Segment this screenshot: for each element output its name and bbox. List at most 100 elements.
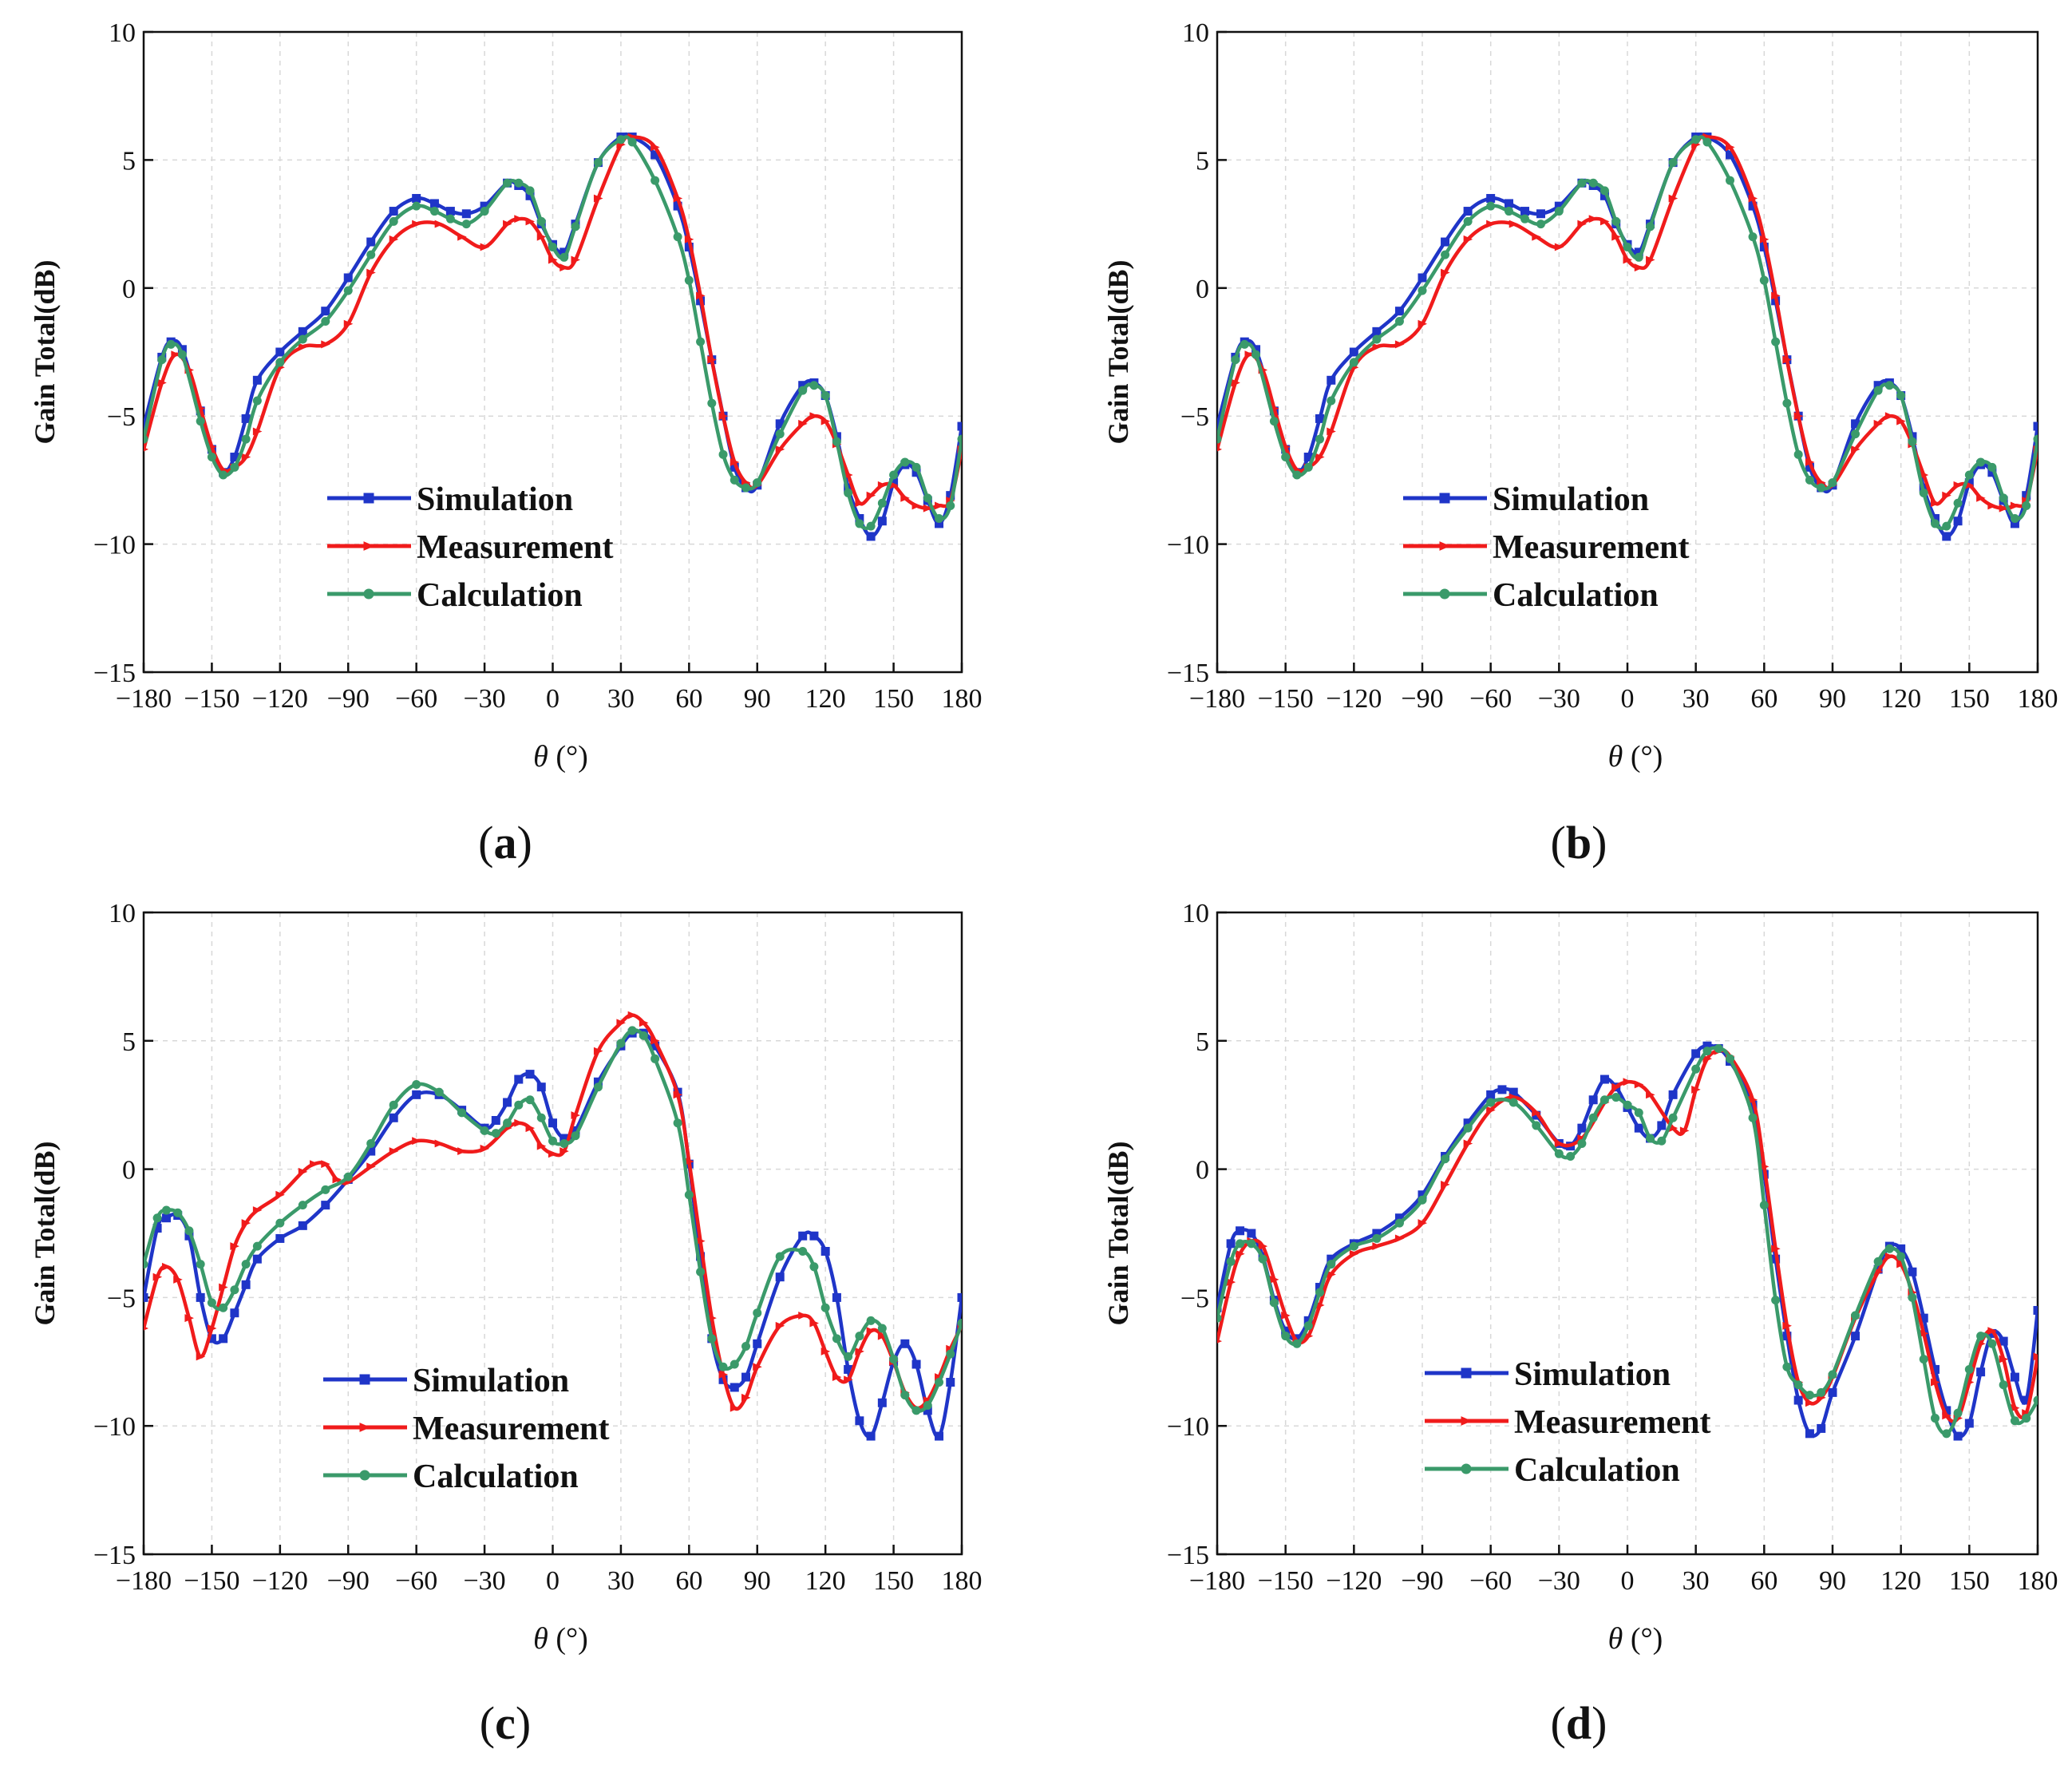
data-point	[1805, 1391, 1814, 1400]
data-point	[935, 1431, 944, 1441]
x-tick-label: −180	[1189, 1566, 1245, 1596]
data-point	[696, 1267, 706, 1276]
data-point	[230, 1242, 239, 1251]
data-point	[536, 1113, 546, 1122]
series-calculation	[1217, 1043, 2038, 1439]
data-point	[514, 1118, 524, 1127]
data-point	[298, 1167, 308, 1176]
data-point	[560, 263, 569, 272]
data-point	[1236, 1239, 1245, 1249]
x-tick-label: 30	[607, 1566, 635, 1596]
data-point	[548, 242, 557, 251]
panel-label-letter: b	[1566, 817, 1592, 869]
data-point	[1668, 1090, 1678, 1099]
data-point	[366, 250, 376, 259]
data-point	[1884, 381, 1894, 390]
data-point	[1315, 453, 1325, 461]
data-point	[1702, 1055, 1712, 1063]
data-point	[1236, 1226, 1245, 1236]
data-point	[741, 1393, 751, 1402]
data-point	[957, 1292, 962, 1302]
data-point	[1771, 1296, 1781, 1305]
data-point	[525, 1124, 536, 1133]
data-point	[560, 1147, 569, 1156]
data-point	[1577, 1138, 1587, 1148]
data-point	[946, 1378, 955, 1387]
data-point	[207, 453, 216, 462]
y-tick-label: 0	[122, 1156, 136, 1185]
data-point	[1554, 207, 1564, 216]
data-point	[184, 1226, 194, 1236]
data-point	[1748, 232, 1758, 242]
x-tick-label: 120	[1880, 1566, 1921, 1596]
legend-marker	[359, 1470, 370, 1481]
data-point	[798, 419, 808, 428]
data-point	[832, 1373, 842, 1382]
x-tick-label: −30	[1538, 684, 1580, 714]
data-point	[1372, 1242, 1382, 1251]
x-axis-symbol: θ	[1608, 1622, 1623, 1656]
data-point	[1759, 1162, 1770, 1171]
x-tick-label: −60	[395, 1566, 437, 1596]
x-axis-symbol: θ	[1608, 740, 1623, 774]
data-point	[1953, 1408, 1963, 1418]
data-point	[412, 220, 421, 228]
data-point	[1226, 1239, 1236, 1249]
data-point	[696, 291, 706, 300]
legend-label: Simulation	[1514, 1356, 1671, 1393]
data-point	[196, 1260, 205, 1269]
data-point	[1418, 319, 1428, 328]
data-point	[1509, 1098, 1518, 1107]
panel-label: (d)	[1551, 1697, 1607, 1749]
x-tick-label: −120	[252, 684, 308, 714]
data-point	[1554, 1139, 1564, 1148]
data-point	[1702, 137, 1712, 147]
y-tick-label: 10	[1182, 18, 1209, 48]
legend-label: Calculation	[1493, 577, 1659, 614]
data-point	[1252, 350, 1261, 359]
data-point	[718, 1370, 729, 1379]
x-tick-label: −90	[327, 1566, 370, 1596]
data-point	[1931, 1378, 1940, 1387]
legend-label: Calculation	[417, 577, 583, 614]
data-point	[707, 398, 717, 408]
data-point	[1269, 1275, 1279, 1284]
data-point	[820, 417, 831, 425]
data-point	[1577, 1123, 1587, 1133]
y-tick-label: 5	[1196, 1027, 1209, 1057]
data-point	[1817, 1387, 1826, 1397]
y-tick-label: −5	[107, 1284, 136, 1313]
data-point	[1231, 355, 1240, 365]
data-point	[741, 1342, 751, 1352]
x-tick-label: 180	[2018, 684, 2058, 714]
data-point	[1463, 216, 1473, 226]
x-tick-label: 180	[2018, 1566, 2058, 1596]
y-axis-title: Gain Total(dB)	[1102, 259, 1134, 444]
data-point	[503, 1098, 512, 1107]
data-point	[809, 1231, 819, 1241]
data-point	[1646, 1090, 1655, 1099]
data-point	[1520, 214, 1529, 224]
data-point	[593, 194, 603, 203]
panel-label-open: (	[1551, 817, 1566, 869]
panel-label-close: )	[516, 1697, 531, 1749]
data-point	[412, 1137, 421, 1146]
data-point	[855, 1347, 864, 1355]
data-point	[844, 1352, 853, 1361]
legend-marker	[359, 1423, 371, 1432]
data-point	[275, 1190, 285, 1199]
data-point	[1588, 1113, 1598, 1122]
y-tick-label: −10	[93, 531, 136, 560]
data-point	[1349, 1241, 1358, 1251]
data-point	[1908, 1267, 1917, 1276]
data-point	[1657, 1121, 1667, 1130]
data-point	[219, 470, 228, 480]
data-point	[877, 1324, 887, 1333]
legend-label: Simulation	[413, 1363, 569, 1399]
legend-label: Simulation	[1493, 481, 1649, 518]
data-point	[560, 252, 569, 262]
x-tick-label: 90	[744, 684, 771, 714]
series-calculation	[144, 135, 962, 531]
data-point	[1999, 1336, 2008, 1346]
data-point	[184, 1314, 194, 1323]
